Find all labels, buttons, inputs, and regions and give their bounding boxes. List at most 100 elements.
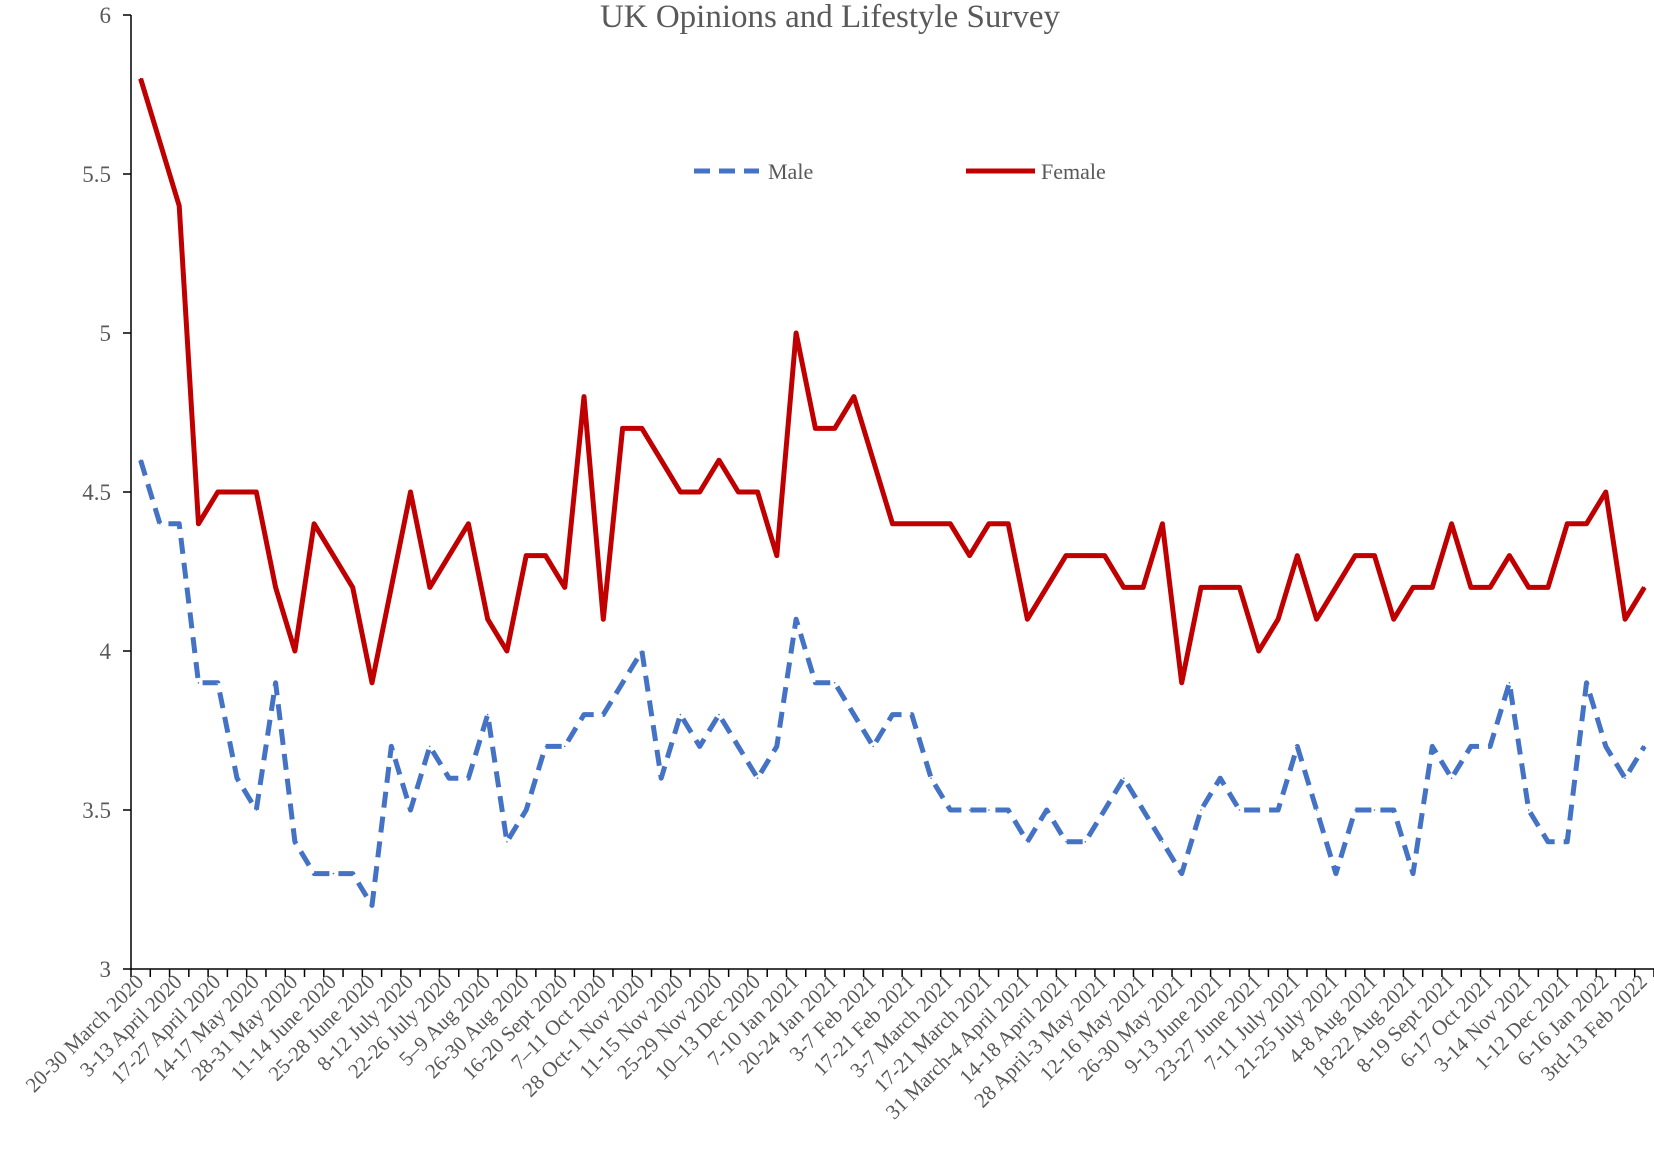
data-point-male <box>1026 841 1029 843</box>
data-point-female <box>1547 586 1549 589</box>
data-point-male <box>795 618 797 620</box>
data-point-female <box>1335 586 1337 589</box>
data-point-female <box>660 459 662 462</box>
data-point-male <box>563 745 566 748</box>
data-point-female <box>756 491 759 493</box>
data-point-female <box>159 141 161 143</box>
data-point-male <box>1045 809 1048 811</box>
legend: Male Female <box>694 159 1106 184</box>
data-point-male <box>1566 841 1569 843</box>
data-point-female <box>1219 586 1222 589</box>
data-point-female <box>795 332 797 334</box>
data-point-female <box>563 586 566 589</box>
data-point-female <box>988 523 990 525</box>
data-point-female <box>679 491 682 493</box>
data-point-female <box>1373 554 1376 557</box>
data-point-male <box>814 682 817 684</box>
data-point-male <box>294 841 296 843</box>
data-point-male <box>332 872 335 875</box>
data-point-male <box>660 777 662 779</box>
data-point-female <box>1508 554 1511 557</box>
data-point-female <box>1257 650 1260 652</box>
data-point-female <box>1315 618 1318 620</box>
y-tick-label: 6 <box>100 3 112 28</box>
data-point-female <box>409 491 412 493</box>
data-point-male <box>1508 682 1511 684</box>
y-tick-label: 5.5 <box>82 162 111 187</box>
data-point-male <box>351 872 354 875</box>
data-point-male <box>756 777 759 779</box>
data-point-male <box>1431 745 1434 748</box>
data-point-male <box>872 745 875 748</box>
data-point-male <box>776 745 778 748</box>
data-point-male <box>1123 777 1125 779</box>
data-point-female <box>891 523 894 525</box>
data-point-female <box>332 554 335 557</box>
data-point-male <box>216 682 219 684</box>
data-point-female <box>583 395 585 398</box>
data-point-female <box>506 650 508 652</box>
data-point-female <box>814 427 817 430</box>
data-point-female <box>351 586 354 589</box>
data-point-female <box>698 491 701 493</box>
data-point-female <box>1527 586 1530 589</box>
data-point-male <box>236 777 238 779</box>
data-point-male <box>1238 809 1241 811</box>
data-point-male <box>1585 682 1588 684</box>
legend-label-male: Male <box>768 159 813 184</box>
data-point-male <box>1527 809 1530 811</box>
data-point-male <box>506 841 508 843</box>
data-point-male <box>1450 777 1453 779</box>
data-point-female <box>1643 586 1646 589</box>
data-point-female <box>197 523 200 525</box>
data-point-male <box>698 745 701 748</box>
data-point-female <box>737 491 740 493</box>
data-point-female <box>1296 554 1299 557</box>
data-point-male <box>988 809 990 811</box>
data-point-female <box>1354 554 1356 557</box>
data-point-female <box>1123 586 1125 589</box>
data-point-male <box>467 777 470 779</box>
data-point-male <box>1257 809 1260 811</box>
data-point-male <box>1605 745 1607 748</box>
data-point-female <box>371 682 373 684</box>
data-point-female <box>467 523 470 525</box>
data-point-male <box>390 745 393 748</box>
data-point-female <box>1412 586 1414 589</box>
data-point-female <box>313 523 315 525</box>
data-point-female <box>1277 618 1279 620</box>
data-point-female <box>1180 682 1183 684</box>
data-point-female <box>1026 618 1029 620</box>
data-point-female <box>1470 586 1472 589</box>
data-point-female <box>486 618 489 620</box>
data-point-male <box>1200 809 1202 811</box>
y-tick-label: 4.5 <box>82 480 111 505</box>
data-point-female <box>1605 491 1607 493</box>
y-tick-label: 3 <box>100 957 112 982</box>
data-point-male <box>429 745 431 748</box>
data-point-male <box>718 713 720 716</box>
data-point-female <box>1200 586 1202 589</box>
data-point-female <box>429 586 431 589</box>
data-point-female <box>1142 586 1144 589</box>
data-point-female <box>776 554 778 557</box>
data-point-female <box>641 427 643 430</box>
data-point-male <box>1219 777 1222 779</box>
data-point-male <box>930 777 932 779</box>
data-point-female <box>621 427 624 430</box>
data-point-male <box>949 809 952 811</box>
data-point-male <box>621 682 624 684</box>
data-point-female <box>255 491 258 493</box>
data-point-male <box>1489 745 1491 748</box>
data-point-female <box>1084 554 1087 557</box>
data-point-female <box>1103 554 1106 557</box>
data-point-female <box>390 586 393 589</box>
data-point-male <box>1180 872 1183 875</box>
data-point-male <box>1373 809 1376 811</box>
data-point-male <box>1335 872 1337 875</box>
data-point-female <box>1007 523 1009 525</box>
data-point-female <box>930 523 932 525</box>
data-point-female <box>178 205 180 207</box>
